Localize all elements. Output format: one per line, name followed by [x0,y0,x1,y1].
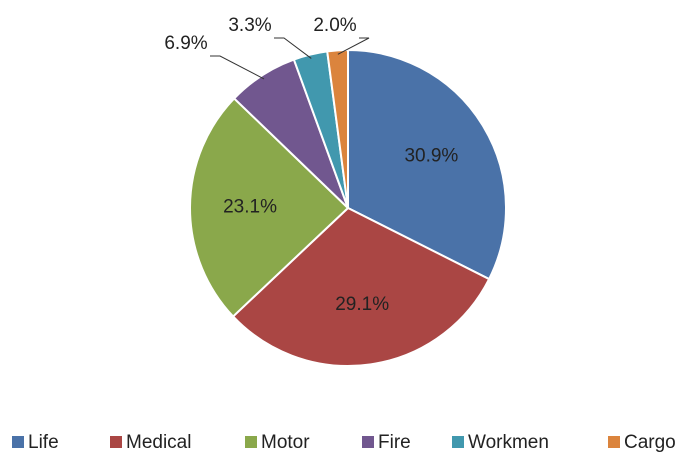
legend-swatch [110,436,122,448]
pie-slice [326,48,349,209]
leader-line [274,37,312,59]
data-label: 2.0% [313,15,356,36]
data-label: 29.1% [335,294,389,315]
pie-slice [347,48,507,281]
leader-line [337,37,370,55]
data-label: 6.9% [164,33,207,54]
data-label: 30.9% [404,146,458,167]
pie-slice [231,206,491,367]
legend-label: Motor [261,432,310,453]
legend-swatch [245,436,257,448]
pie-slice [189,97,350,318]
leader-line [210,55,265,80]
legend-label: Workmen [468,432,549,453]
legend-swatch [452,436,464,448]
legend-label: Life [28,432,59,453]
legend-label: Fire [378,432,411,453]
legend-label: Cargo [624,432,676,453]
legend-swatch [608,436,620,448]
data-label: 23.1% [223,197,277,218]
legend-swatch [362,436,374,448]
data-label: 3.3% [228,15,271,36]
legend-label: Medical [126,432,191,453]
legend-swatch [12,436,24,448]
